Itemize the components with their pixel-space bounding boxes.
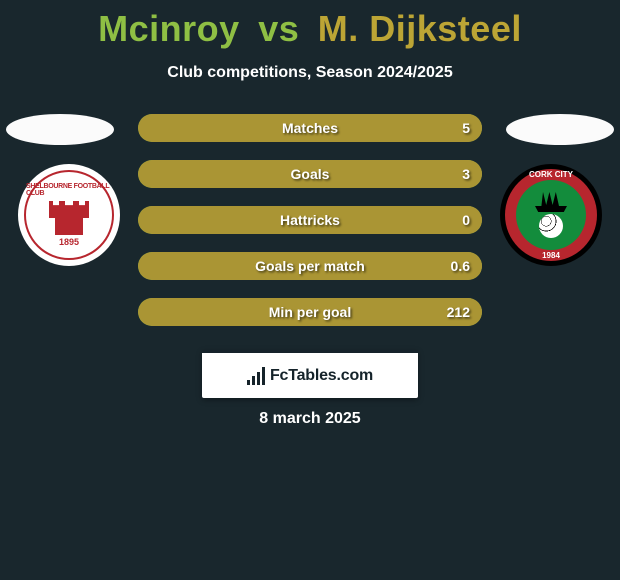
stat-row: Goals 3 [138,160,482,188]
stat-right-value: 212 [447,304,470,320]
stat-row: Min per goal 212 [138,298,482,326]
fctables-logo: FcTables.com [202,350,418,398]
logo-text: FcTables.com [270,367,373,385]
player2-name: M. Dijksteel [318,8,522,49]
player1-name: Mcinroy [98,8,240,49]
club-badge-shelbourne: SHELBOURNE FOOTBALL CLUB 1895 [18,164,120,266]
club-badge-left-year: 1895 [59,237,79,247]
page-title: Mcinroy vs M. Dijksteel [0,0,620,50]
stat-row: Goals per match 0.6 [138,252,482,280]
stat-bars: Matches 5 Goals 3 Hattricks 0 Goals per match 0… [138,114,482,344]
player1-avatar-placeholder [6,114,114,145]
stat-metric-label: Matches [282,120,338,136]
stat-right-value: 5 [462,120,470,136]
stat-metric-label: Goals [291,166,330,182]
stat-metric-label: Min per goal [269,304,351,320]
stat-right-value: 3 [462,166,470,182]
castle-icon [49,201,89,235]
bars-icon [247,367,265,385]
football-icon [539,214,563,238]
ship-icon [535,192,567,212]
club-badge-cork-city: CORK CITY 1984 [500,164,602,266]
club-badge-left-name: SHELBOURNE FOOTBALL CLUB [26,183,112,197]
stat-row: Matches 5 [138,114,482,142]
date-text: 8 march 2025 [259,410,360,428]
stat-metric-label: Goals per match [255,258,365,274]
subtitle: Club competitions, Season 2024/2025 [0,64,620,82]
stat-metric-label: Hattricks [280,212,340,228]
vs-text: vs [258,8,299,49]
player2-avatar-placeholder [506,114,614,145]
stat-row: Hattricks 0 [138,206,482,234]
stat-right-value: 0 [462,212,470,228]
stat-right-value: 0.6 [451,258,470,274]
